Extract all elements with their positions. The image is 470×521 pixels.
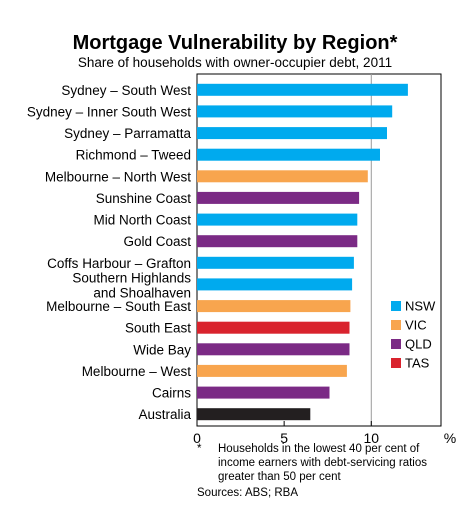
- legend-label: VIC: [405, 318, 427, 333]
- bar: [197, 105, 393, 118]
- category-label: Melbourne – North West: [45, 169, 191, 184]
- category-label: Sydney – Inner South West: [27, 104, 191, 119]
- category-labels: Sydney – South West Sydney – Inner South …: [27, 83, 192, 422]
- footnote-line-2: income earners with debt-servicing ratio…: [218, 457, 427, 469]
- chart-title: Mortgage Vulnerability by Region*: [73, 32, 398, 54]
- x-tick-label: 5: [280, 430, 288, 446]
- category-label: Melbourne – South East: [46, 299, 191, 314]
- category-label: Sydney – South West: [61, 83, 191, 98]
- bar: [197, 343, 350, 356]
- bars-group: [197, 83, 408, 421]
- sources-note: Sources: ABS; RBA: [197, 487, 298, 499]
- category-label: and Shoalhaven: [93, 285, 191, 300]
- legend-swatch: [391, 301, 401, 311]
- x-tick-label: 10: [363, 430, 379, 446]
- category-label: Gold Coast: [123, 234, 191, 249]
- footnote-line-3: greater than 50 per cent: [218, 471, 342, 483]
- x-axis: 0 5 10%: [193, 421, 456, 446]
- bar: [197, 256, 354, 269]
- category-label: Australia: [138, 407, 191, 422]
- category-label: Mid North Coast: [93, 213, 191, 228]
- category-label: Melbourne – West: [82, 364, 192, 379]
- bar: [197, 364, 347, 377]
- bar: [197, 235, 358, 248]
- legend-label: NSW: [405, 299, 436, 314]
- category-label: Richmond – Tweed: [76, 148, 191, 163]
- bar: [197, 83, 408, 96]
- category-label: Sydney – Parramatta: [64, 126, 191, 141]
- category-label: Wide Bay: [133, 342, 191, 357]
- category-label: Sunshine Coast: [96, 191, 192, 206]
- category-label: South East: [125, 321, 191, 336]
- x-unit-label: %: [444, 430, 456, 446]
- footnote-line-1: Households in the lowest 40 per cent of: [218, 443, 420, 455]
- legend-label: TAS: [405, 356, 430, 371]
- bar: [197, 213, 358, 226]
- x-tick-label: 0: [193, 430, 201, 446]
- plot-frame: [196, 73, 442, 427]
- bar: [197, 386, 330, 399]
- bar: [197, 148, 380, 161]
- footnote: * Households in the lowest 40 per cent o…: [197, 443, 427, 499]
- bar: [197, 321, 350, 334]
- legend: NSW VIC QLD TAS: [391, 299, 436, 371]
- chart-subtitle: Share of households with owner-occupier …: [78, 55, 392, 70]
- bar: [197, 127, 387, 140]
- bar: [197, 170, 368, 183]
- bar: [197, 191, 360, 204]
- legend-label: QLD: [405, 337, 432, 352]
- category-label: Coffs Harbour – Grafton: [47, 256, 191, 271]
- legend-swatch: [391, 339, 401, 349]
- bar: [197, 278, 353, 291]
- plot-area: 0 5 10%: [193, 73, 456, 446]
- legend-swatch: [391, 320, 401, 330]
- category-label: Cairns: [152, 386, 191, 401]
- legend-swatch: [391, 358, 401, 368]
- bar: [197, 408, 311, 421]
- category-label: Southern Highlands: [72, 270, 191, 285]
- footnote-mark: *: [197, 443, 202, 455]
- bar: [197, 300, 351, 313]
